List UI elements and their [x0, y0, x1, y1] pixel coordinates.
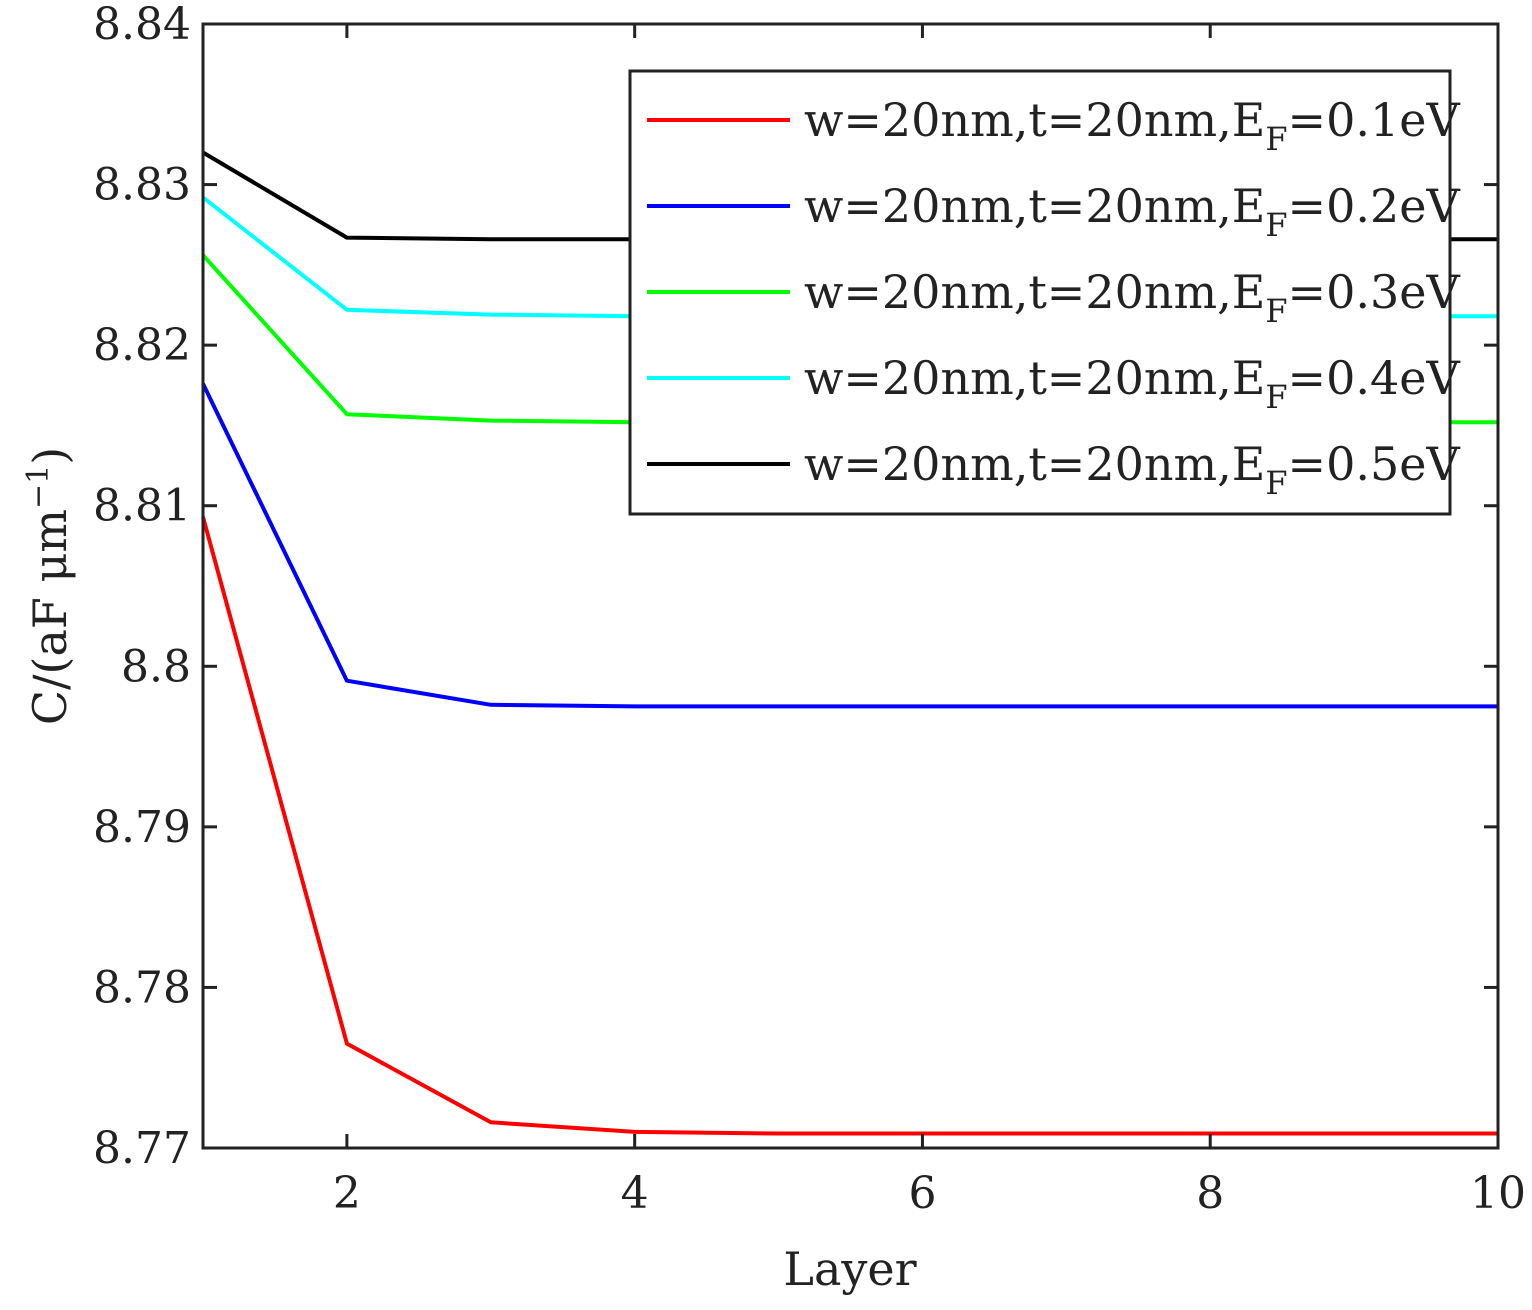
x-tick-label: 10	[1470, 1168, 1526, 1219]
series-line-2	[201, 382, 1498, 709]
x-tick-label: 6	[908, 1168, 936, 1219]
y-tick-label: 8.82	[93, 320, 191, 371]
legend-label-5: w=20nm,t=20nm,EF=0.5eV	[804, 437, 1460, 502]
legend-label-main: w=20nm,t=20nm,E	[804, 93, 1265, 147]
y-axis-label-main: C/(aF μm	[23, 509, 77, 725]
legend-label-tail: =0.4eV	[1288, 351, 1461, 405]
legend-label-main: w=20nm,t=20nm,E	[804, 265, 1265, 319]
legend-label-1: w=20nm,t=20nm,EF=0.1eV	[804, 93, 1460, 158]
legend-label-subscript: F	[1265, 464, 1287, 502]
x-axis-label: Layer	[783, 1242, 916, 1296]
plot-area-frame	[201, 22, 1500, 1150]
legend-label-subscript: F	[1265, 206, 1287, 244]
legend-label-subscript: F	[1265, 292, 1287, 330]
y-axis-label-close: )	[23, 447, 77, 465]
legend-label-tail: =0.3eV	[1288, 265, 1461, 319]
x-tick-label: 4	[621, 1168, 649, 1219]
y-tick-label: 8.78	[93, 962, 191, 1013]
y-axis-label-superscript: −1	[21, 465, 56, 509]
legend-label-tail: =0.1eV	[1288, 93, 1461, 147]
y-tick-label: 8.84	[93, 0, 191, 50]
y-tick-label: 8.81	[93, 481, 191, 532]
legend-label-subscript: F	[1265, 378, 1287, 416]
y-tick-label: 8.77	[93, 1123, 191, 1174]
legend-label-4: w=20nm,t=20nm,EF=0.4eV	[804, 351, 1460, 416]
legend-label-main: w=20nm,t=20nm,E	[804, 351, 1265, 405]
x-tick-label: 8	[1196, 1168, 1224, 1219]
x-tick-label: 2	[333, 1168, 361, 1219]
legend-label-subscript: F	[1265, 120, 1287, 158]
legend-label-main: w=20nm,t=20nm,E	[804, 437, 1265, 491]
tick-layer: 2 4 6 8 10 8.77 8.78 8.79 8.8 8.81 8.82 8.83 8.84	[93, 0, 1526, 1219]
legend-label-3: w=20nm,t=20nm,EF=0.3eV	[804, 265, 1460, 330]
y-axis-label: C/(aF μm−1)	[21, 447, 77, 725]
legend-label-tail: =0.5eV	[1288, 437, 1461, 491]
legend: w=20nm,t=20nm,EF=0.1eVw=20nm,t=20nm,EF=0…	[628, 69, 1460, 516]
series-line-1	[201, 516, 1498, 1136]
legend-label-2: w=20nm,t=20nm,EF=0.2eV	[804, 179, 1460, 244]
y-tick-label: 8.8	[121, 641, 191, 692]
y-tick-label: 8.79	[93, 802, 191, 853]
y-tick-label: 8.83	[93, 160, 191, 211]
legend-label-main: w=20nm,t=20nm,E	[804, 179, 1265, 233]
legend-label-tail: =0.2eV	[1288, 179, 1461, 233]
